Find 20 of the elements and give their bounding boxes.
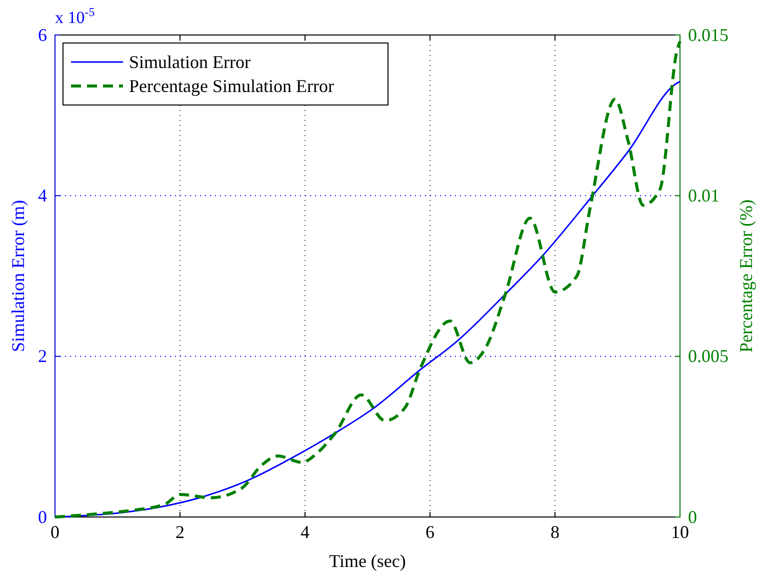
y2-tick-label: 0.01	[688, 185, 720, 206]
y-tick-label: 6	[38, 24, 47, 45]
x-axis-title: Time (sec)	[329, 551, 406, 571]
y-axis-title: Simulation Error (m)	[8, 200, 28, 352]
y-tick-label: 2	[38, 346, 47, 366]
y2-tick-label: 0.005	[688, 346, 728, 366]
y-tick-label: 4	[38, 185, 47, 206]
x-tick-label: 8	[550, 522, 560, 542]
legend-label: Percentage Simulation Error	[129, 76, 334, 96]
text: x 10$^{-5}$	[55, 5, 95, 27]
x-tick-label: 4	[300, 522, 310, 542]
y2-tick-label: 0	[688, 506, 697, 527]
x-tick-label: 6	[426, 522, 434, 542]
x-tick-label: 2	[176, 522, 184, 542]
x-tick-label: 0	[50, 522, 60, 542]
y-tick-label: 0	[38, 506, 47, 527]
x-tick-label: 10	[671, 522, 689, 542]
y2-axis-title: Percentage Error (%)	[736, 200, 756, 352]
legend-label: Simulation Error	[129, 52, 250, 72]
y2-tick-label: 0.015	[688, 24, 728, 45]
